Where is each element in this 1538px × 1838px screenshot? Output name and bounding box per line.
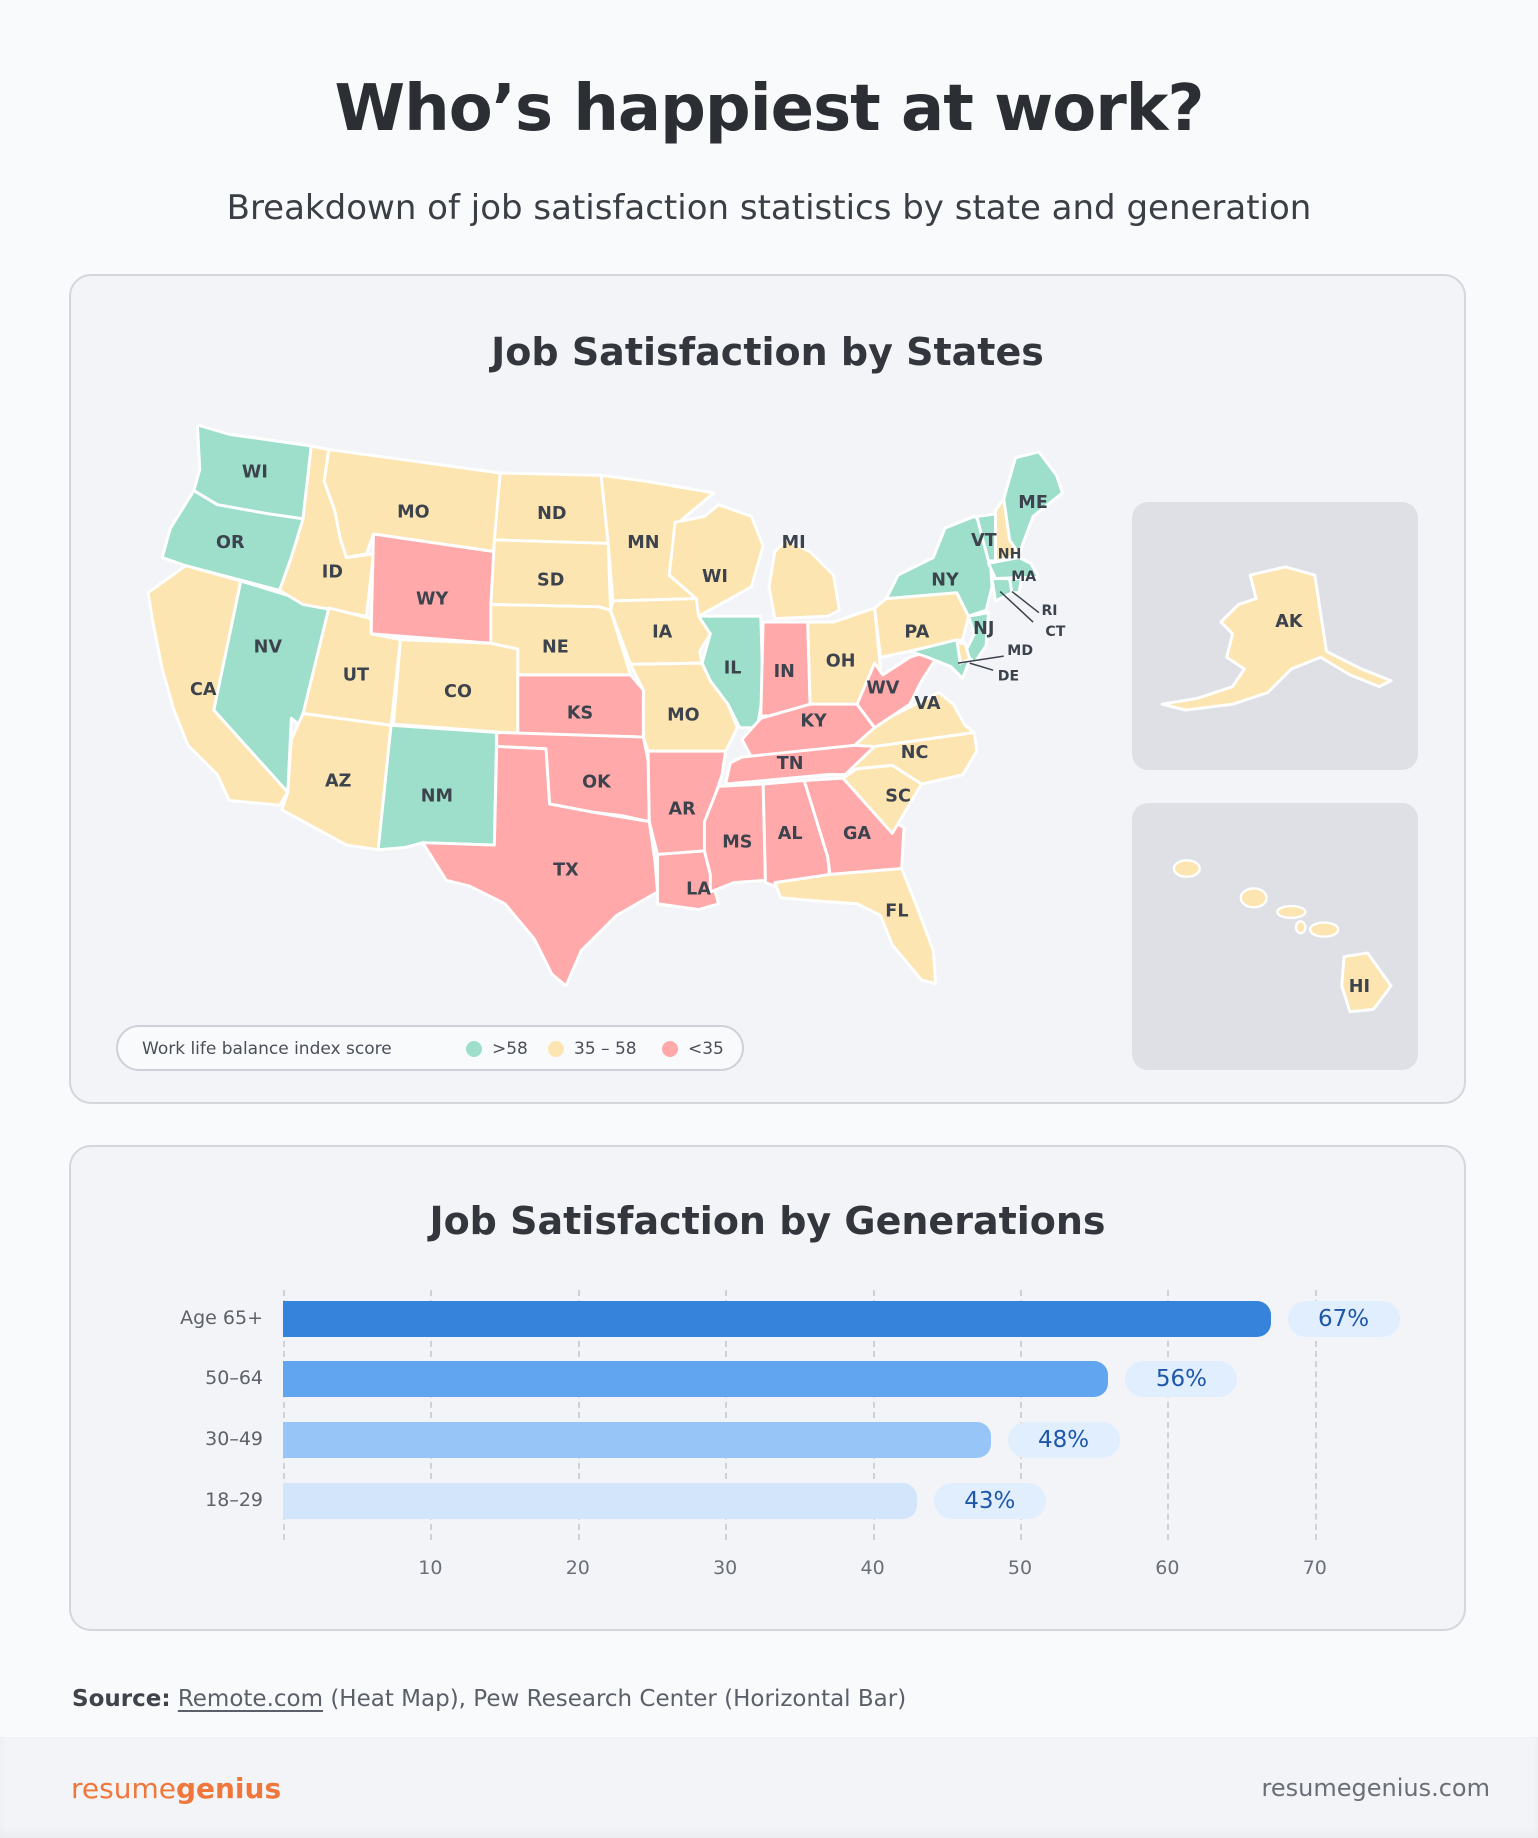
x-tick-label: 70: [1302, 1557, 1327, 1579]
bar-value-label: 56%: [1125, 1361, 1238, 1397]
legend-swatch-high: [466, 1041, 482, 1057]
state-wi[interactable]: [667, 503, 765, 618]
gridline-70: [1314, 1290, 1317, 1540]
footer: [0, 1737, 1538, 1838]
x-tick-label: 10: [418, 1557, 443, 1579]
category-label: 30–49: [205, 1428, 263, 1450]
source-label: Source:: [72, 1686, 171, 1712]
gridline-60: [1167, 1290, 1170, 1540]
page-subtitle: Breakdown of job satisfaction statistics…: [226, 188, 1312, 228]
legend-label-low: <35: [688, 1039, 724, 1059]
bar-2: [283, 1422, 991, 1458]
hawaii-inset: [1132, 803, 1418, 1070]
gridline-20: [577, 1290, 580, 1540]
legend-title: Work life balance index score: [142, 1039, 392, 1059]
logo-regular: resume: [71, 1772, 176, 1805]
state-mi[interactable]: [767, 538, 841, 621]
state-md[interactable]: [908, 638, 972, 680]
source-rest: (Heat Map), Pew Research Center (Horizon…: [330, 1686, 907, 1712]
gridline-50: [1020, 1290, 1022, 1540]
gridline-40: [872, 1290, 875, 1540]
brand-logo[interactable]: resumegenius: [71, 1772, 281, 1805]
source-link[interactable]: Remote.com: [177, 1686, 324, 1712]
x-tick-label: 50: [1007, 1557, 1033, 1579]
state-tx[interactable]: [421, 745, 659, 988]
x-tick-label: 30: [713, 1557, 738, 1579]
legend-label-mid: 35 – 58: [574, 1039, 637, 1059]
site-link[interactable]: resumegenius.com: [1261, 1774, 1490, 1802]
logo-bold: genius: [175, 1772, 282, 1805]
map-card-title: Job Satisfaction by States: [491, 330, 1044, 374]
map-legend: Work life balance index score >58 35 – 5…: [116, 1025, 744, 1071]
state-ak[interactable]: [1160, 565, 1393, 712]
category-label: Age 65+: [180, 1307, 263, 1329]
state-me[interactable]: [1002, 450, 1064, 556]
bar-0: [283, 1301, 1271, 1337]
source-note: Source: Remote.com (Heat Map), Pew Resea…: [72, 1686, 906, 1712]
bar-value-label: 67%: [1287, 1301, 1400, 1337]
bar-value-label: 43%: [933, 1483, 1046, 1519]
chart-title: Job Satisfaction by Generations: [429, 1199, 1106, 1243]
state-hi[interactable]: [1340, 951, 1393, 1014]
bar-3: [283, 1483, 917, 1519]
category-label: 18–29: [205, 1489, 263, 1511]
page-title: Who’s happiest at work?: [334, 72, 1205, 146]
x-tick-label: 60: [1155, 1557, 1180, 1579]
legend-swatch-mid: [548, 1041, 564, 1057]
legend-label-high: >58: [492, 1039, 528, 1059]
gridline-0: [283, 1290, 285, 1540]
gridline-10: [430, 1290, 433, 1540]
gridline-30: [725, 1290, 728, 1540]
state-fl[interactable]: [773, 867, 938, 986]
x-tick-label: 20: [565, 1557, 590, 1579]
legend-swatch-low: [662, 1041, 678, 1057]
bar-1: [283, 1361, 1109, 1397]
bar-value-label: 48%: [1007, 1422, 1120, 1458]
x-tick-label: 40: [860, 1557, 885, 1579]
category-label: 50–64: [205, 1367, 263, 1389]
